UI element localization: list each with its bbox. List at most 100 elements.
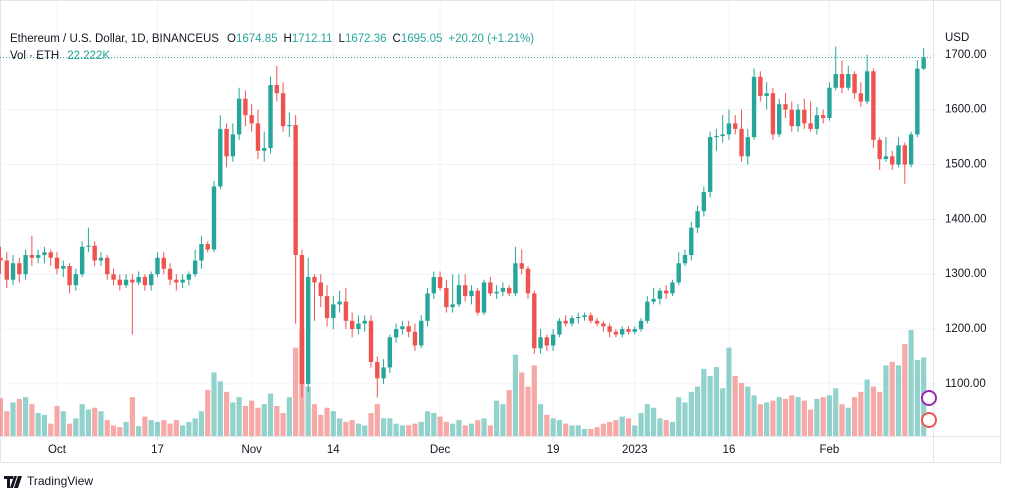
volume-bar: [117, 427, 123, 436]
volume-bar: [387, 418, 393, 436]
candle-body: [142, 276, 148, 286]
candle-body: [218, 128, 223, 187]
candle-body: [368, 320, 374, 362]
volume-bar: [632, 425, 638, 436]
candle-body: [500, 287, 506, 292]
volume-bar: [286, 397, 292, 436]
candle-body: [186, 274, 192, 280]
candle-body: [538, 337, 543, 349]
candle-body: [550, 334, 556, 346]
volume-bar: [908, 330, 914, 436]
volume-bar: [173, 420, 179, 436]
volume-bar: [437, 416, 443, 436]
volume-bar: [588, 428, 594, 436]
volume-bar: [249, 400, 255, 436]
volume-bar: [261, 404, 267, 436]
volume-bar: [619, 416, 625, 436]
candle-body: [720, 134, 725, 137]
indicator-icon[interactable]: [921, 412, 937, 428]
volume-bar: [167, 423, 173, 436]
volume-bar: [330, 411, 336, 436]
volume-bar: [148, 420, 154, 436]
volume-bar: [186, 421, 192, 436]
volume-bar: [613, 420, 619, 436]
y-tick-label: 1200.00: [945, 323, 987, 335]
volume-bar: [701, 368, 707, 436]
candle-body: [243, 98, 248, 116]
y-tick-label: 1100.00: [945, 378, 986, 390]
candle-body: [4, 260, 9, 280]
brand-name: TradingView: [27, 474, 93, 488]
candle-body: [23, 255, 28, 275]
volume-bar: [544, 414, 550, 436]
volume-pane: [0, 330, 927, 436]
candle-body: [569, 318, 575, 324]
volume-bar: [789, 395, 795, 436]
candle-body: [475, 290, 480, 313]
candle-body: [695, 211, 700, 228]
volume-bar: [311, 404, 318, 436]
candle-body: [61, 265, 66, 269]
volume-bar: [644, 404, 650, 436]
volume-bar: [826, 395, 833, 436]
candle-body: [645, 301, 650, 321]
candle-body: [915, 68, 920, 135]
candle-body: [733, 123, 738, 129]
candle-body: [224, 128, 229, 157]
candle-body: [17, 263, 22, 275]
currency-label: USD: [945, 32, 969, 44]
volume-bar: [362, 425, 368, 436]
candle-body: [890, 156, 895, 165]
volume-bar: [851, 397, 858, 436]
volume-bar: [223, 391, 230, 436]
candle-body: [557, 320, 562, 335]
volume-bar: [29, 404, 35, 436]
volume-bar: [770, 400, 776, 436]
volume-bar: [487, 425, 493, 436]
candle-body: [638, 320, 644, 330]
candle-body: [764, 93, 769, 96]
candle-body: [192, 260, 198, 275]
ohlc-value: 1672.36: [345, 33, 387, 45]
candle-body: [324, 296, 330, 319]
candle-body: [469, 290, 474, 297]
candle-body: [751, 76, 757, 138]
candle-body: [444, 287, 449, 308]
candle-body: [268, 85, 273, 149]
candle-body: [400, 326, 405, 330]
volume-bar: [889, 361, 895, 436]
volume-bar: [663, 420, 669, 436]
indicator-icon[interactable]: [921, 390, 937, 406]
y-tick-label: 1700.00: [945, 49, 987, 61]
volume-bar: [795, 397, 801, 436]
candle-body: [381, 367, 386, 379]
candle-body: [789, 109, 794, 127]
candle-body: [808, 123, 813, 129]
volume-bar: [738, 383, 745, 436]
candle-body: [896, 145, 901, 165]
candle-body: [670, 282, 675, 294]
volume-bar: [676, 397, 682, 436]
candle-body: [488, 282, 493, 294]
candle-body: [921, 57, 926, 69]
volume-bar: [651, 407, 657, 436]
volume-bar: [525, 386, 531, 436]
candle-body: [293, 125, 298, 256]
volume-bar: [550, 418, 556, 436]
volume-bar: [845, 407, 851, 436]
candle-body: [601, 323, 606, 327]
candle-body: [513, 263, 518, 294]
volume-bar: [267, 393, 274, 436]
candle-body: [262, 148, 267, 151]
volume-bar: [531, 365, 537, 436]
volume-bar: [35, 413, 41, 436]
candle-body: [820, 115, 826, 118]
volume-bar: [92, 407, 98, 436]
volume-bar: [745, 386, 751, 436]
candle-body: [249, 115, 254, 124]
ohlc-value: 1695.05: [401, 33, 443, 45]
candle-body: [544, 337, 550, 346]
volume-bar: [475, 420, 481, 436]
volume-bar: [374, 404, 380, 436]
